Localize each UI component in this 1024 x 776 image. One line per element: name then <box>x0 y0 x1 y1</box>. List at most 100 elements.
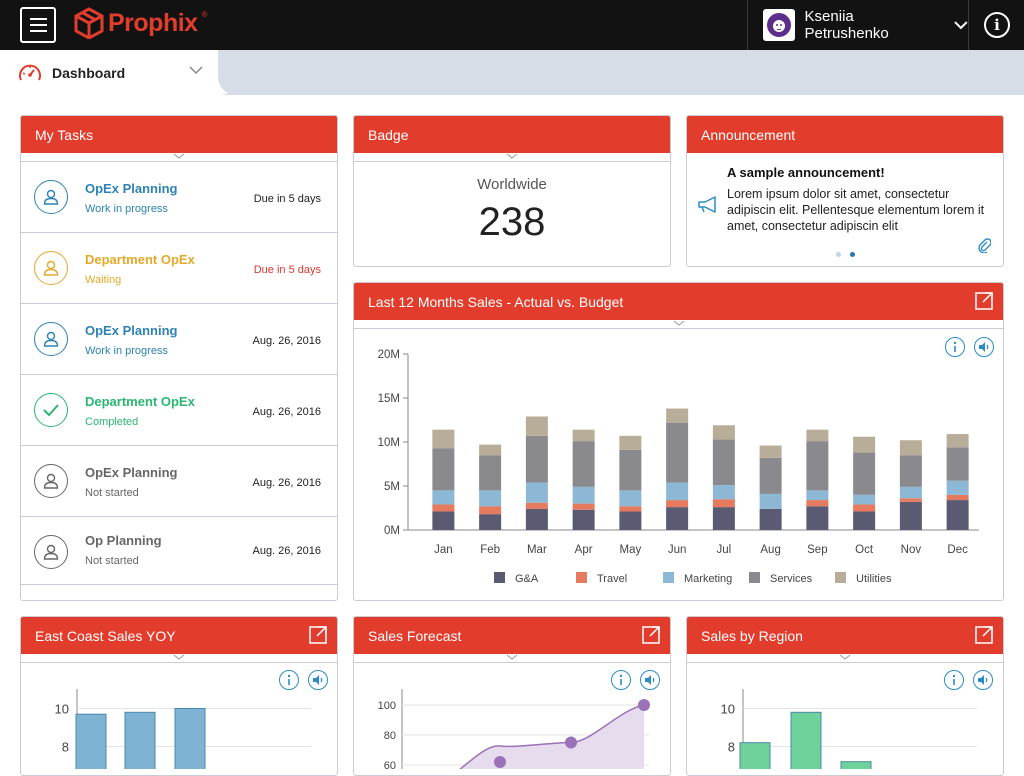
paperclip-icon[interactable] <box>977 237 991 253</box>
forecast-point[interactable] <box>494 756 506 768</box>
bar-segment-g-a[interactable] <box>479 514 502 530</box>
bar-segment-g-a[interactable] <box>666 507 689 530</box>
bar[interactable] <box>124 711 156 769</box>
bar-segment-services[interactable] <box>712 439 735 486</box>
task-item[interactable]: OpEx Planning Work in progress Due in 5 da… <box>21 162 337 233</box>
bar[interactable] <box>790 711 822 769</box>
bar-segment-marketing[interactable] <box>759 493 782 509</box>
bar-segment-g-a[interactable] <box>806 506 829 530</box>
prophix-logo[interactable]: Prophix ® <box>74 7 207 39</box>
bar-segment-services[interactable] <box>899 455 922 487</box>
bar-segment-utilities[interactable] <box>479 444 502 456</box>
speaker-icon[interactable] <box>974 337 994 357</box>
info-icon[interactable] <box>279 670 299 690</box>
bar-segment-g-a[interactable] <box>946 500 969 530</box>
task-item[interactable]: OpEx Planning Not started Aug. 26, 2016 <box>21 446 337 517</box>
bar[interactable] <box>840 761 872 769</box>
task-item[interactable]: Department OpEx Completed Aug. 26, 2016 <box>21 375 337 446</box>
bar-segment-utilities[interactable] <box>806 429 829 442</box>
forecast-point[interactable] <box>638 699 650 711</box>
expand-icon[interactable] <box>309 626 327 644</box>
bar-segment-marketing[interactable] <box>899 486 922 499</box>
bar-segment-g-a[interactable] <box>759 508 782 530</box>
bar-segment-services[interactable] <box>666 422 689 483</box>
speaker-icon[interactable] <box>640 670 660 690</box>
bar-segment-g-a[interactable] <box>899 501 922 530</box>
user-menu[interactable]: Kseniia Petrushenko <box>747 0 969 50</box>
bar-segment-services[interactable] <box>853 452 876 495</box>
info-icon[interactable] <box>611 670 631 690</box>
bar-segment-travel[interactable] <box>712 499 735 508</box>
bar-segment-g-a[interactable] <box>432 511 455 530</box>
bar-segment-travel[interactable] <box>619 506 642 512</box>
hamburger-menu-button[interactable] <box>20 7 56 43</box>
speaker-icon[interactable] <box>308 670 328 690</box>
bar-segment-services[interactable] <box>572 441 595 487</box>
expand-icon[interactable] <box>975 292 993 310</box>
bar-segment-utilities[interactable] <box>946 434 969 448</box>
bar-segment-utilities[interactable] <box>572 429 595 442</box>
task-item[interactable]: OpEx Planning Work in progress Aug. 26, 20… <box>21 304 337 375</box>
info-icon[interactable]: i <box>984 12 1010 38</box>
bar-segment-marketing[interactable] <box>853 494 876 505</box>
bar-segment-travel[interactable] <box>432 504 455 512</box>
expand-icon[interactable] <box>642 626 660 644</box>
bar-segment-travel[interactable] <box>572 503 595 510</box>
tab-dashboard[interactable]: Dashboard <box>0 50 218 95</box>
bar-segment-g-a[interactable] <box>853 511 876 530</box>
bar-segment-utilities[interactable] <box>759 445 782 458</box>
bar-segment-travel[interactable] <box>899 498 922 502</box>
bar-segment-g-a[interactable] <box>619 511 642 530</box>
bar-segment-services[interactable] <box>806 441 829 491</box>
carousel-dot-active[interactable] <box>850 252 855 257</box>
card-collapse-bar[interactable] <box>354 153 670 162</box>
bar-segment-marketing[interactable] <box>946 480 969 495</box>
expand-icon[interactable] <box>975 626 993 644</box>
bar-segment-g-a[interactable] <box>572 509 595 530</box>
bar[interactable] <box>174 708 206 770</box>
bar-segment-utilities[interactable] <box>525 416 548 436</box>
bar-segment-services[interactable] <box>619 449 642 491</box>
card-collapse-bar[interactable] <box>21 153 337 162</box>
bar-segment-services[interactable] <box>432 448 455 491</box>
bar-segment-travel[interactable] <box>666 500 689 508</box>
bar-segment-g-a[interactable] <box>712 507 735 530</box>
bar-segment-utilities[interactable] <box>666 408 689 423</box>
bar-segment-travel[interactable] <box>806 500 829 507</box>
bar-segment-marketing[interactable] <box>806 490 829 501</box>
forecast-point[interactable] <box>565 736 577 749</box>
card-collapse-bar[interactable] <box>687 654 1003 663</box>
bar-segment-utilities[interactable] <box>432 429 455 449</box>
card-collapse-bar[interactable] <box>354 320 1003 329</box>
bar-segment-utilities[interactable] <box>899 440 922 456</box>
task-item[interactable]: Op Planning Not started Aug. 26, 2016 <box>21 517 337 585</box>
bar[interactable] <box>75 713 107 769</box>
bar-segment-marketing[interactable] <box>479 490 502 507</box>
chevron-down-icon[interactable] <box>189 66 203 75</box>
bar-segment-marketing[interactable] <box>432 490 455 505</box>
bar-segment-marketing[interactable] <box>712 485 735 500</box>
bar-segment-g-a[interactable] <box>525 508 548 530</box>
bar-segment-marketing[interactable] <box>525 482 548 503</box>
bar-segment-marketing[interactable] <box>572 486 595 504</box>
carousel-dot[interactable] <box>836 252 841 257</box>
bar-segment-travel[interactable] <box>479 506 502 515</box>
bar-segment-travel[interactable] <box>525 502 548 509</box>
bar-segment-utilities[interactable] <box>712 425 735 440</box>
speaker-icon[interactable] <box>973 670 993 690</box>
card-collapse-bar[interactable] <box>21 654 337 663</box>
bar-segment-travel[interactable] <box>946 494 969 501</box>
bar-segment-services[interactable] <box>946 447 969 481</box>
bar-segment-marketing[interactable] <box>619 490 642 507</box>
bar-segment-utilities[interactable] <box>853 436 876 453</box>
bar-segment-travel[interactable] <box>853 504 876 512</box>
card-collapse-bar[interactable] <box>354 654 670 663</box>
bar-segment-services[interactable] <box>479 455 502 491</box>
bar-segment-services[interactable] <box>525 435 548 483</box>
info-icon[interactable] <box>945 337 965 357</box>
bar[interactable] <box>739 742 771 769</box>
bar-segment-marketing[interactable] <box>666 482 689 501</box>
bar-segment-services[interactable] <box>759 457 782 494</box>
task-item[interactable]: Department OpEx Waiting Due in 5 days <box>21 233 337 304</box>
info-icon[interactable] <box>944 670 964 690</box>
